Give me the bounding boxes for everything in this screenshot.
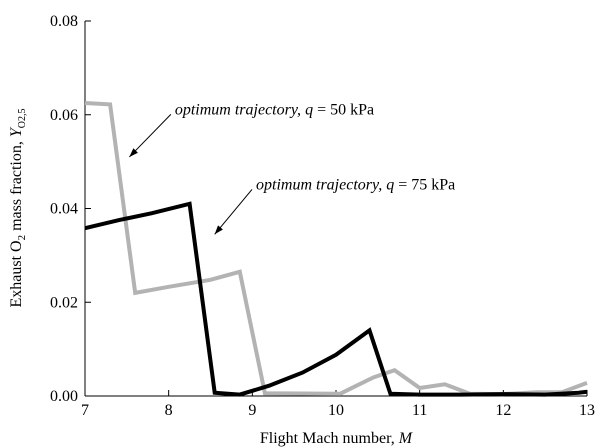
y-ticks: 0.00 0.02 0.04 0.06 0.08 [50, 13, 91, 405]
x-axis-title: Flight Mach number, M [260, 430, 414, 447]
annotation-arrow-line [214, 189, 253, 235]
x-tick-label: 8 [165, 402, 173, 419]
annotation-arrow-line [128, 114, 172, 158]
series-layer [84, 101, 588, 397]
y-axis-title: Exhaust O2 mass fraction, YO2,5 [8, 109, 28, 308]
annotation-value: = 50 kPa [313, 101, 374, 118]
x-tick-label: 10 [328, 402, 344, 419]
y-tick-label: 0.04 [50, 201, 78, 218]
annotation-variable: q [305, 101, 313, 118]
y-tick-label: 0.08 [50, 13, 78, 30]
x-tick-label: 7 [81, 402, 89, 419]
y-tick-label: 0.06 [50, 107, 78, 124]
x-tick-label: 11 [412, 402, 427, 419]
y-tick-label: 0.00 [50, 388, 78, 405]
x-ticks: 7 8 9 10 11 12 13 [81, 390, 595, 419]
annotation-label: optimum trajectory, q = 50 kPa [175, 101, 374, 118]
annotation-prefix: optimum trajectory, [256, 176, 386, 193]
annotation-variable: q [386, 176, 394, 193]
y-tick-label: 0.02 [50, 294, 78, 311]
annotation-arrowhead [129, 148, 138, 157]
x-tick-label: 12 [495, 402, 511, 419]
annotation-arrowhead [214, 225, 223, 235]
x-tick-label: 9 [248, 402, 256, 419]
annotation-label: optimum trajectory, q = 75 kPa [256, 176, 455, 193]
series-line-1 [84, 101, 588, 397]
series-line-2 [84, 201, 588, 397]
plot-frame [84, 21, 587, 397]
annotation-prefix: optimum trajectory, [175, 101, 305, 118]
x-tick-label: 13 [579, 402, 595, 419]
annotation-value: = 75 kPa [394, 176, 455, 193]
